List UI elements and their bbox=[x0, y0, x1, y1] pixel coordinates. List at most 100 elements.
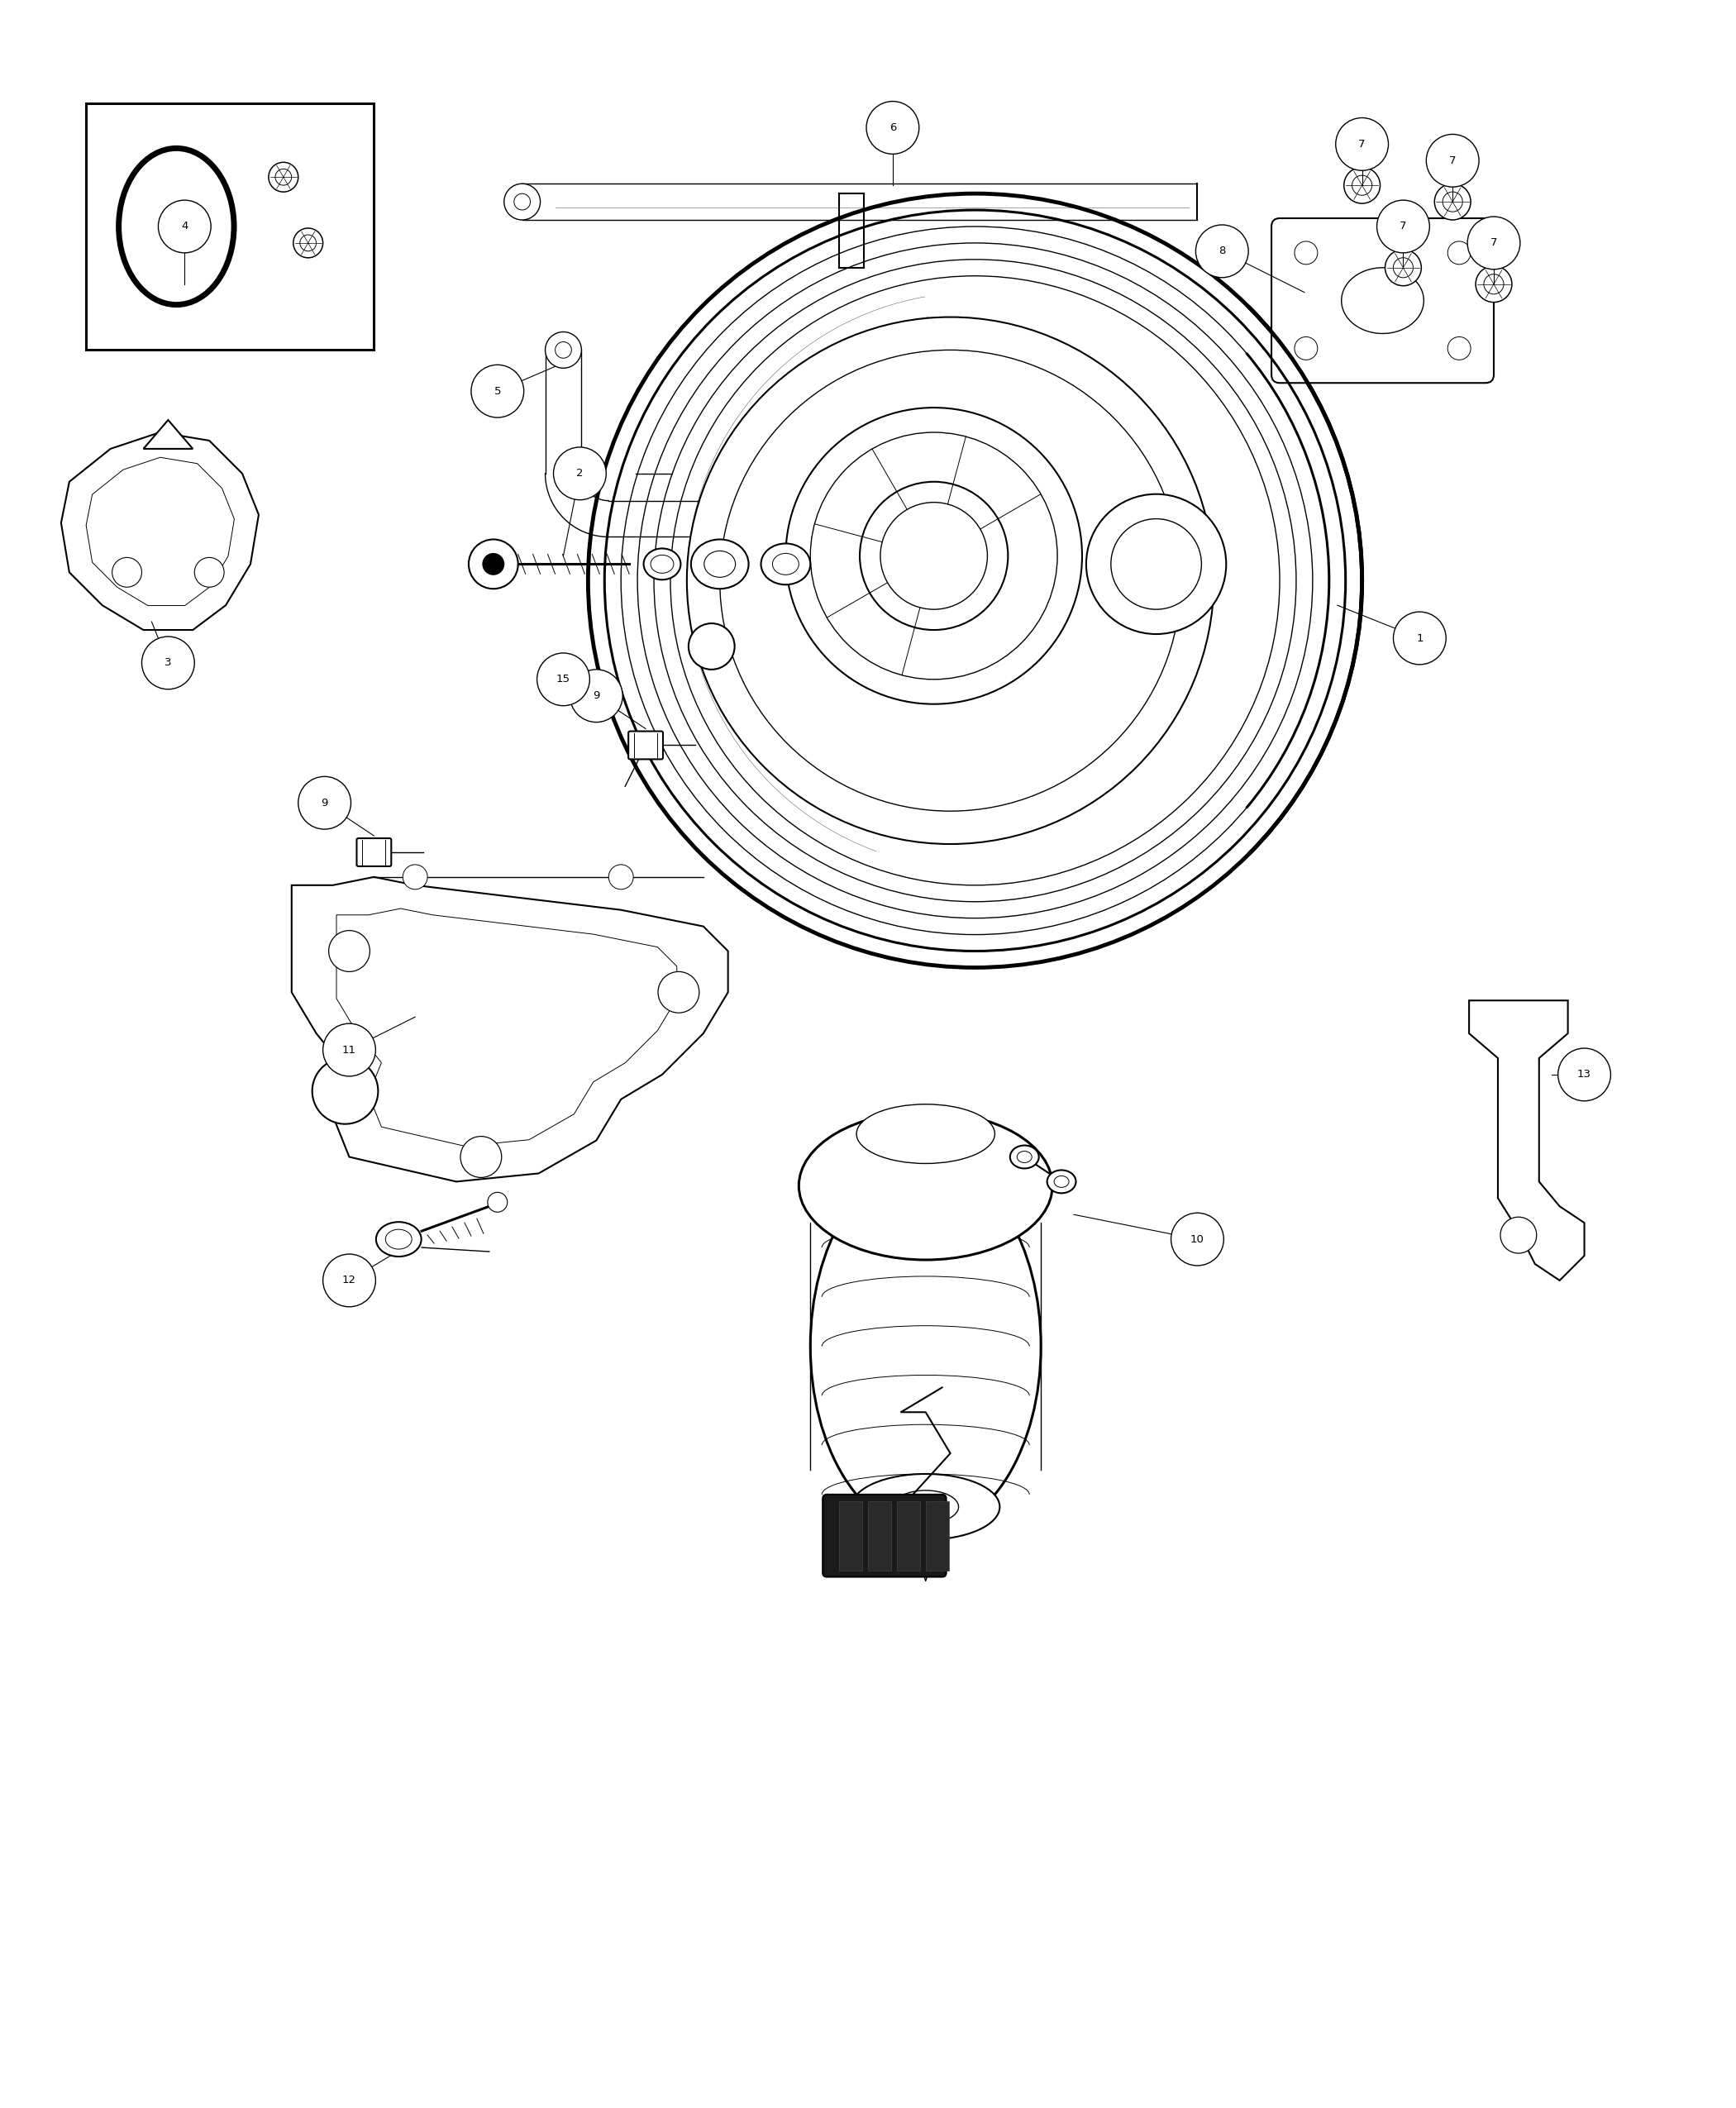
Circle shape bbox=[470, 365, 524, 417]
Text: 5: 5 bbox=[495, 386, 502, 396]
Circle shape bbox=[609, 864, 634, 890]
Circle shape bbox=[1344, 167, 1380, 204]
Circle shape bbox=[312, 1058, 378, 1124]
Polygon shape bbox=[144, 419, 193, 449]
Text: 9: 9 bbox=[321, 797, 328, 807]
Ellipse shape bbox=[811, 1162, 1042, 1533]
FancyBboxPatch shape bbox=[628, 731, 663, 759]
Circle shape bbox=[503, 183, 540, 219]
Circle shape bbox=[1394, 611, 1446, 664]
Text: 6: 6 bbox=[889, 122, 896, 133]
Circle shape bbox=[142, 637, 194, 689]
Circle shape bbox=[1335, 118, 1389, 171]
FancyBboxPatch shape bbox=[823, 1495, 946, 1577]
Circle shape bbox=[536, 653, 590, 706]
Circle shape bbox=[514, 194, 529, 211]
Ellipse shape bbox=[760, 544, 811, 584]
Circle shape bbox=[469, 540, 517, 588]
Text: 9: 9 bbox=[592, 691, 599, 702]
Circle shape bbox=[1295, 337, 1318, 360]
Circle shape bbox=[323, 1024, 375, 1077]
Circle shape bbox=[483, 552, 505, 575]
Text: 3: 3 bbox=[165, 658, 172, 668]
Ellipse shape bbox=[799, 1111, 1052, 1261]
Ellipse shape bbox=[705, 550, 736, 578]
Bar bbox=[898, 1501, 920, 1570]
Circle shape bbox=[460, 1136, 502, 1178]
Ellipse shape bbox=[691, 540, 748, 588]
Circle shape bbox=[328, 930, 370, 972]
FancyBboxPatch shape bbox=[356, 839, 391, 866]
Circle shape bbox=[1295, 240, 1318, 264]
Text: 13: 13 bbox=[1578, 1069, 1592, 1079]
Text: 7: 7 bbox=[1399, 221, 1406, 232]
Ellipse shape bbox=[1342, 268, 1424, 333]
Circle shape bbox=[1484, 274, 1503, 295]
Circle shape bbox=[786, 407, 1082, 704]
Circle shape bbox=[1434, 183, 1470, 219]
Circle shape bbox=[556, 341, 571, 358]
Ellipse shape bbox=[856, 1105, 995, 1164]
Circle shape bbox=[1377, 200, 1429, 253]
Ellipse shape bbox=[644, 548, 681, 580]
Circle shape bbox=[1467, 217, 1521, 270]
Circle shape bbox=[276, 169, 292, 186]
Polygon shape bbox=[292, 877, 727, 1183]
Text: 7: 7 bbox=[1450, 156, 1457, 167]
Circle shape bbox=[1476, 266, 1512, 301]
Ellipse shape bbox=[1054, 1176, 1069, 1187]
Bar bbox=[85, 103, 373, 350]
Circle shape bbox=[554, 447, 606, 500]
Ellipse shape bbox=[651, 554, 674, 573]
Ellipse shape bbox=[773, 554, 799, 575]
Text: 11: 11 bbox=[342, 1043, 356, 1056]
Circle shape bbox=[689, 624, 734, 670]
Bar bbox=[868, 1501, 891, 1570]
Circle shape bbox=[1196, 226, 1248, 278]
Circle shape bbox=[1385, 249, 1422, 287]
Text: 2: 2 bbox=[576, 468, 583, 479]
Ellipse shape bbox=[1010, 1145, 1038, 1168]
Circle shape bbox=[1448, 337, 1470, 360]
Circle shape bbox=[1087, 493, 1226, 635]
Circle shape bbox=[545, 331, 582, 369]
Circle shape bbox=[866, 101, 918, 154]
Ellipse shape bbox=[1017, 1151, 1031, 1164]
Circle shape bbox=[403, 864, 427, 890]
Circle shape bbox=[1111, 519, 1201, 609]
Circle shape bbox=[299, 776, 351, 828]
Text: 7: 7 bbox=[1359, 139, 1366, 150]
Circle shape bbox=[658, 972, 700, 1012]
Circle shape bbox=[158, 200, 212, 253]
Circle shape bbox=[1352, 175, 1371, 196]
Ellipse shape bbox=[892, 1490, 958, 1524]
Circle shape bbox=[323, 1254, 375, 1307]
Circle shape bbox=[1172, 1212, 1224, 1265]
Circle shape bbox=[113, 557, 142, 588]
Circle shape bbox=[859, 483, 1009, 630]
Circle shape bbox=[1427, 135, 1479, 188]
Circle shape bbox=[488, 1193, 507, 1212]
FancyBboxPatch shape bbox=[1271, 219, 1493, 384]
Text: 15: 15 bbox=[556, 675, 571, 685]
Ellipse shape bbox=[1047, 1170, 1076, 1193]
Ellipse shape bbox=[377, 1223, 422, 1256]
Circle shape bbox=[569, 670, 623, 723]
Circle shape bbox=[1394, 257, 1413, 278]
Text: 10: 10 bbox=[1191, 1233, 1205, 1244]
Circle shape bbox=[1557, 1048, 1611, 1100]
Circle shape bbox=[269, 162, 299, 192]
Bar bbox=[838, 1501, 863, 1570]
Polygon shape bbox=[61, 432, 259, 630]
Circle shape bbox=[1443, 192, 1462, 211]
Circle shape bbox=[194, 557, 224, 588]
Circle shape bbox=[880, 502, 988, 609]
Ellipse shape bbox=[385, 1229, 411, 1250]
Circle shape bbox=[300, 234, 316, 251]
Circle shape bbox=[1500, 1216, 1536, 1254]
Circle shape bbox=[293, 228, 323, 257]
Polygon shape bbox=[1469, 1001, 1585, 1280]
Bar bbox=[925, 1501, 948, 1570]
Circle shape bbox=[687, 316, 1213, 843]
Ellipse shape bbox=[852, 1473, 1000, 1539]
